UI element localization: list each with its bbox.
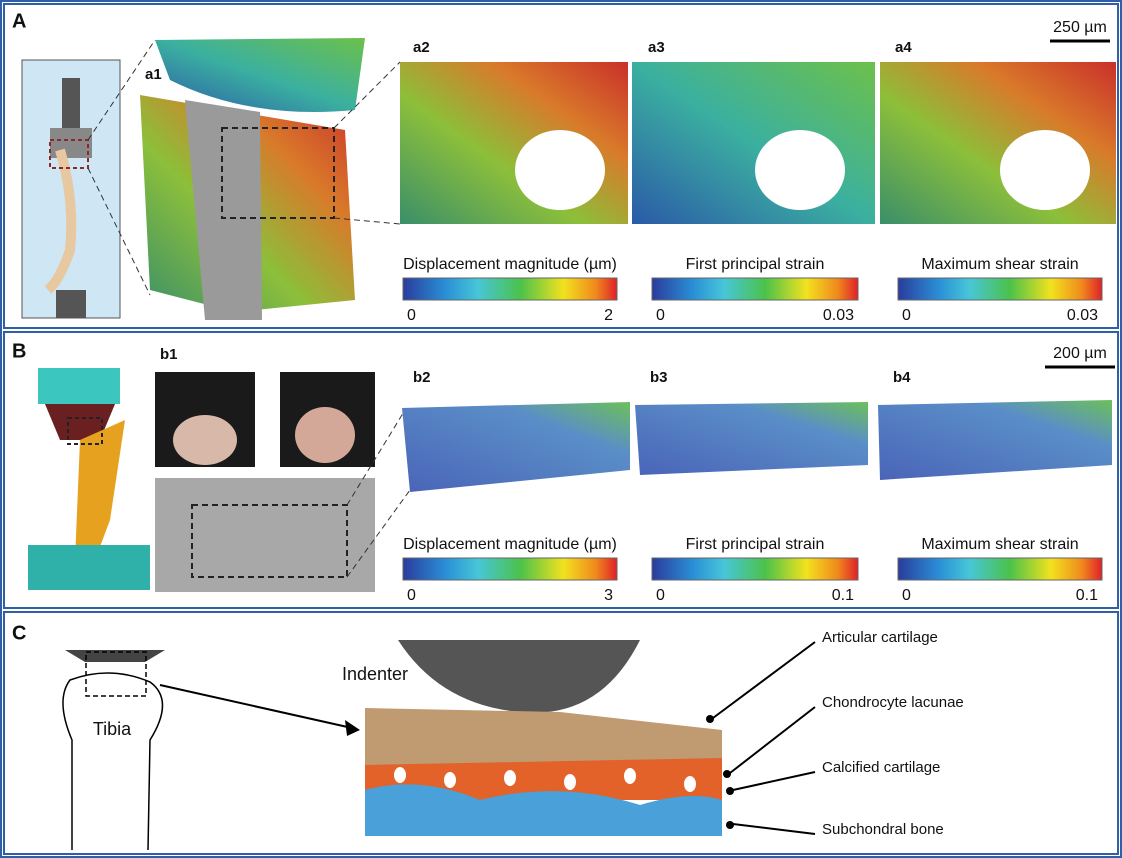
annotation-arrow	[733, 772, 815, 790]
colorbar-title: Maximum shear strain	[921, 256, 1078, 273]
scale-bar-label: 250 µm	[1053, 19, 1107, 36]
subpanel-label: a4	[895, 39, 912, 56]
schematic-part	[62, 78, 80, 128]
annotation-arrow	[733, 824, 815, 834]
lacuna	[684, 776, 696, 792]
subpanel-label: a1	[145, 66, 162, 83]
colorbar-tick-label: 0.1	[832, 587, 854, 604]
panel-label: B	[12, 340, 26, 362]
arrowhead	[706, 715, 714, 723]
a2-image	[400, 62, 628, 224]
bone-model	[75, 420, 125, 560]
schematic-part	[56, 290, 86, 318]
arrow	[160, 685, 352, 728]
colorbar	[652, 278, 858, 300]
colorbar-tick-label: 0	[656, 587, 665, 604]
annotation: Subchondral bone	[822, 821, 944, 838]
pore	[755, 130, 845, 210]
panel-label: A	[12, 10, 26, 32]
subpanel-label: b4	[893, 369, 911, 386]
tibia-sketch	[63, 673, 163, 850]
sample-photo	[295, 407, 355, 463]
lacuna	[624, 768, 636, 784]
lacuna	[564, 774, 576, 790]
indenter-mesh	[398, 640, 640, 713]
figure: A a1 a2 a3 a4 250 µm Displacement magnit…	[0, 0, 1122, 858]
colorbar-tick-label: 3	[604, 587, 613, 604]
colorbar	[403, 278, 617, 300]
lacuna	[504, 770, 516, 786]
b4-image	[878, 400, 1112, 480]
colorbar-tick-label: 0	[902, 307, 911, 324]
annotation: Chondrocyte lacunae	[822, 694, 964, 711]
colorbar	[898, 558, 1102, 580]
colorbar-tick-label: 0	[902, 587, 911, 604]
scale-bar-label: 200 µm	[1053, 345, 1107, 362]
arrowhead	[345, 720, 360, 736]
colorbar	[652, 558, 858, 580]
colorbar-tick-label: 0	[407, 587, 416, 604]
colorbar-title: Displacement magnitude (µm)	[403, 536, 617, 553]
tibia-label: Tibia	[93, 719, 132, 739]
a3-image	[632, 62, 875, 224]
b2-image	[402, 402, 630, 492]
annotation: Articular cartilage	[822, 629, 938, 646]
ct-slice	[155, 478, 375, 592]
sample-photo	[173, 415, 237, 465]
indenter-label: Indenter	[342, 664, 408, 684]
colorbar	[898, 278, 1102, 300]
colorbar-tick-label: 0.03	[823, 307, 854, 324]
subpanel-label: b2	[413, 369, 431, 386]
annotation-arrow	[730, 707, 815, 773]
pore	[1000, 130, 1090, 210]
colorbar-title: First principal strain	[686, 256, 825, 273]
holder-model	[28, 545, 150, 590]
b3-image	[635, 402, 868, 475]
annotation-arrow	[713, 642, 815, 718]
colorbars: Displacement magnitude (µm) 0 3 First princ…	[403, 536, 1102, 604]
colorbar-title: Maximum shear strain	[921, 536, 1078, 553]
colorbar	[403, 558, 617, 580]
colorbar-tick-label: 2	[604, 307, 613, 324]
colorbar-tick-label: 0.1	[1076, 587, 1098, 604]
annotations: Articular cartilage Chondrocyte lacunae Ca…	[706, 629, 964, 838]
subpanel-label: a2	[413, 39, 430, 56]
lacuna	[394, 767, 406, 783]
arrowhead	[726, 821, 734, 829]
subpanel-label: b3	[650, 369, 668, 386]
panel-label: C	[12, 622, 26, 644]
arrowhead	[726, 787, 734, 795]
colorbars: Displacement magnitude (µm) 0 2 First princ…	[403, 256, 1102, 324]
arrowhead	[723, 770, 731, 778]
colorbar-tick-label: 0	[656, 307, 665, 324]
indenter-model	[38, 368, 120, 404]
colorbar-title: First principal strain	[686, 536, 825, 553]
subpanel-label: b1	[160, 346, 178, 363]
pore	[515, 130, 605, 210]
lacuna	[444, 772, 456, 788]
colorbar-tick-label: 0	[407, 307, 416, 324]
annotation: Calcified cartilage	[822, 759, 940, 776]
colorbar-title: Displacement magnitude (µm)	[403, 256, 617, 273]
subpanel-label: a3	[648, 39, 665, 56]
a4-image	[880, 62, 1116, 224]
colorbar-tick-label: 0.03	[1067, 307, 1098, 324]
